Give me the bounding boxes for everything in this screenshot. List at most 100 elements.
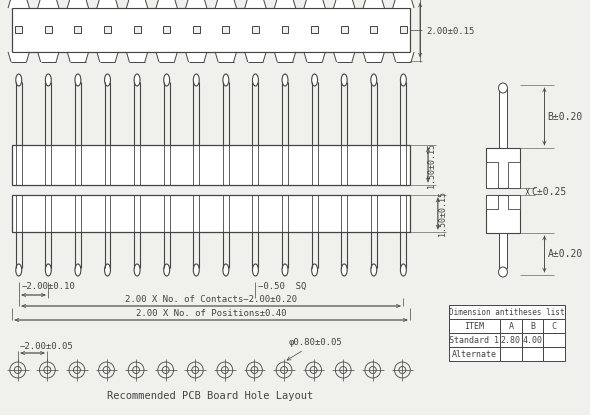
Bar xyxy=(543,347,565,361)
Polygon shape xyxy=(38,0,59,8)
Polygon shape xyxy=(215,52,237,62)
Bar xyxy=(499,233,507,268)
Polygon shape xyxy=(8,52,30,62)
Ellipse shape xyxy=(75,74,81,86)
Text: 4.00: 4.00 xyxy=(523,335,543,344)
Bar xyxy=(12,145,410,185)
Bar xyxy=(486,148,520,188)
Bar xyxy=(509,195,520,209)
Text: Recommended PCB Board Hole Layout: Recommended PCB Board Hole Layout xyxy=(107,391,313,401)
Polygon shape xyxy=(363,52,385,62)
Text: −2.00±0.05: −2.00±0.05 xyxy=(19,342,74,351)
Bar xyxy=(500,319,522,333)
Text: 2.00±0.15: 2.00±0.15 xyxy=(426,27,474,37)
Bar xyxy=(12,8,410,52)
Text: Alternate: Alternate xyxy=(452,349,497,359)
Ellipse shape xyxy=(163,264,170,276)
Text: 2.80: 2.80 xyxy=(501,335,521,344)
Polygon shape xyxy=(97,52,118,62)
Ellipse shape xyxy=(253,74,258,86)
Bar xyxy=(486,195,520,233)
Ellipse shape xyxy=(194,264,199,276)
Bar xyxy=(486,195,497,209)
Bar xyxy=(400,27,407,34)
Bar xyxy=(311,27,318,34)
Polygon shape xyxy=(304,52,325,62)
Text: 1.50±0.15: 1.50±0.15 xyxy=(428,142,437,188)
Ellipse shape xyxy=(16,264,22,276)
Ellipse shape xyxy=(223,74,229,86)
Ellipse shape xyxy=(401,264,407,276)
Polygon shape xyxy=(304,0,325,8)
Ellipse shape xyxy=(341,74,347,86)
Bar xyxy=(281,27,289,34)
Ellipse shape xyxy=(134,264,140,276)
Polygon shape xyxy=(186,0,207,8)
Bar xyxy=(163,27,170,34)
Text: Dimension antitheses list: Dimension antitheses list xyxy=(449,308,565,317)
Text: 1.50±0.15: 1.50±0.15 xyxy=(438,191,447,236)
Text: A±0.20: A±0.20 xyxy=(548,249,582,259)
Text: Standard 1: Standard 1 xyxy=(450,335,499,344)
Polygon shape xyxy=(274,52,296,62)
Polygon shape xyxy=(67,0,88,8)
Text: ITEM: ITEM xyxy=(464,322,484,330)
Ellipse shape xyxy=(312,264,317,276)
Bar xyxy=(449,333,500,347)
Polygon shape xyxy=(8,0,30,8)
Bar xyxy=(133,27,140,34)
Bar xyxy=(104,27,111,34)
Ellipse shape xyxy=(312,74,317,86)
Polygon shape xyxy=(333,52,355,62)
Bar xyxy=(222,27,230,34)
Bar xyxy=(543,319,565,333)
Polygon shape xyxy=(97,0,118,8)
Ellipse shape xyxy=(371,74,377,86)
Polygon shape xyxy=(126,0,148,8)
Polygon shape xyxy=(67,52,88,62)
Bar xyxy=(45,27,52,34)
Polygon shape xyxy=(333,0,355,8)
Bar xyxy=(341,27,348,34)
Bar xyxy=(449,305,565,319)
Bar xyxy=(449,347,500,361)
Ellipse shape xyxy=(253,264,258,276)
Ellipse shape xyxy=(104,264,110,276)
Ellipse shape xyxy=(499,83,507,93)
Ellipse shape xyxy=(401,74,407,86)
Text: φ0.80±0.05: φ0.80±0.05 xyxy=(287,338,343,360)
Ellipse shape xyxy=(282,74,288,86)
Bar xyxy=(500,347,522,361)
Bar xyxy=(193,27,199,34)
Text: B±0.20: B±0.20 xyxy=(548,112,582,122)
Polygon shape xyxy=(215,0,237,8)
Ellipse shape xyxy=(45,264,51,276)
Bar xyxy=(522,333,543,347)
Text: 2.00 X No. of Positions±0.40: 2.00 X No. of Positions±0.40 xyxy=(136,309,286,318)
Polygon shape xyxy=(363,0,385,8)
Bar xyxy=(449,319,500,333)
Text: C: C xyxy=(552,322,557,330)
Text: −0.50  SQ: −0.50 SQ xyxy=(258,282,307,291)
Text: B: B xyxy=(530,322,535,330)
Polygon shape xyxy=(186,52,207,62)
Polygon shape xyxy=(156,0,178,8)
Bar xyxy=(543,333,565,347)
Ellipse shape xyxy=(499,267,507,277)
Text: 2.00 X No. of Contacts−2.00±0.20: 2.00 X No. of Contacts−2.00±0.20 xyxy=(125,295,297,304)
Ellipse shape xyxy=(163,74,170,86)
Bar xyxy=(252,27,259,34)
Ellipse shape xyxy=(16,74,22,86)
Ellipse shape xyxy=(75,264,81,276)
Text: C±0.25: C±0.25 xyxy=(532,186,567,196)
Polygon shape xyxy=(38,52,59,62)
Bar xyxy=(522,319,543,333)
Bar xyxy=(522,347,543,361)
Ellipse shape xyxy=(223,264,229,276)
Polygon shape xyxy=(245,0,266,8)
Polygon shape xyxy=(274,0,296,8)
Bar xyxy=(500,333,522,347)
Bar xyxy=(15,27,22,34)
Ellipse shape xyxy=(194,74,199,86)
Bar xyxy=(371,27,377,34)
